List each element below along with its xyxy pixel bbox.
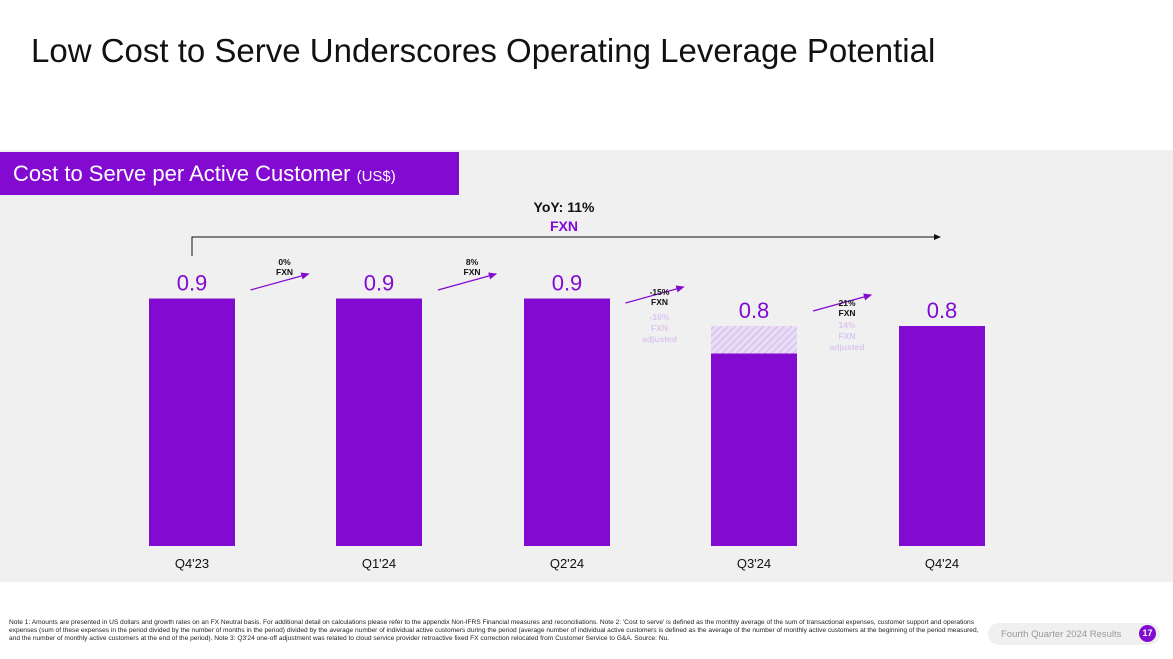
footnote: Note 1: Amounts are presented in US doll…	[9, 619, 979, 643]
growth-adjusted: FXN	[651, 323, 668, 333]
growth-adjusted: adjusted	[830, 342, 865, 352]
growth-unit: FXN	[839, 308, 856, 318]
chart-header: Cost to Serve per Active Customer (US$)	[0, 152, 459, 195]
data-label: 0.8	[927, 298, 958, 323]
growth-value: 8%	[466, 257, 479, 267]
chart-header-unit: (US$)	[356, 168, 396, 185]
growth-value: 21%	[838, 298, 855, 308]
growth-adjusted: 14%	[838, 320, 855, 330]
growth-arrow	[625, 285, 685, 304]
data-label: 0.8	[739, 298, 770, 323]
bar	[336, 298, 422, 546]
growth-adjusted: FXN	[839, 331, 856, 341]
growth-unit: FXN	[276, 267, 293, 277]
x-tick-label: Q2'24	[550, 556, 584, 571]
x-tick-label: Q3'24	[737, 556, 771, 571]
data-label: 0.9	[364, 271, 395, 296]
growth-arrow	[437, 272, 498, 291]
page-title: Low Cost to Serve Underscores Operating …	[31, 32, 936, 69]
yoy-unit: FXN	[550, 218, 578, 234]
x-tick-label: Q4'24	[925, 556, 959, 571]
bar	[524, 298, 610, 546]
data-label: 0.9	[177, 271, 208, 296]
yoy-annotation: YoY: 11% FXN	[191, 199, 941, 256]
growth-value: 0%	[278, 257, 291, 267]
growth-adjusted: -10%	[650, 312, 670, 322]
bar	[149, 298, 235, 546]
bar	[899, 326, 985, 546]
growth-arrow	[250, 272, 310, 291]
growth-arrow	[812, 293, 873, 312]
x-tick-label: Q4'23	[175, 556, 209, 571]
report-label: Fourth Quarter 2024 Results	[988, 623, 1160, 645]
page-number: 17	[1139, 625, 1156, 642]
growth-unit: FXN	[651, 297, 668, 307]
yoy-arrow	[191, 234, 941, 256]
yoy-label: YoY: 11%	[534, 199, 596, 215]
x-tick-label: Q1'24	[362, 556, 396, 571]
growth-unit: FXN	[464, 267, 481, 277]
growth-adjusted: adjusted	[642, 334, 677, 344]
growth-value: -15%	[650, 287, 670, 297]
chart-header-title: Cost to Serve per Active Customer	[13, 161, 351, 186]
bar-chart: YoY: 11% FXN 0.9 Q4'23 0.9 Q1'24 0.9 Q2'24 0.8 Q…	[149, 199, 985, 571]
bar-adjustment	[711, 326, 797, 354]
data-label: 0.9	[552, 271, 583, 296]
bar	[711, 353, 797, 546]
